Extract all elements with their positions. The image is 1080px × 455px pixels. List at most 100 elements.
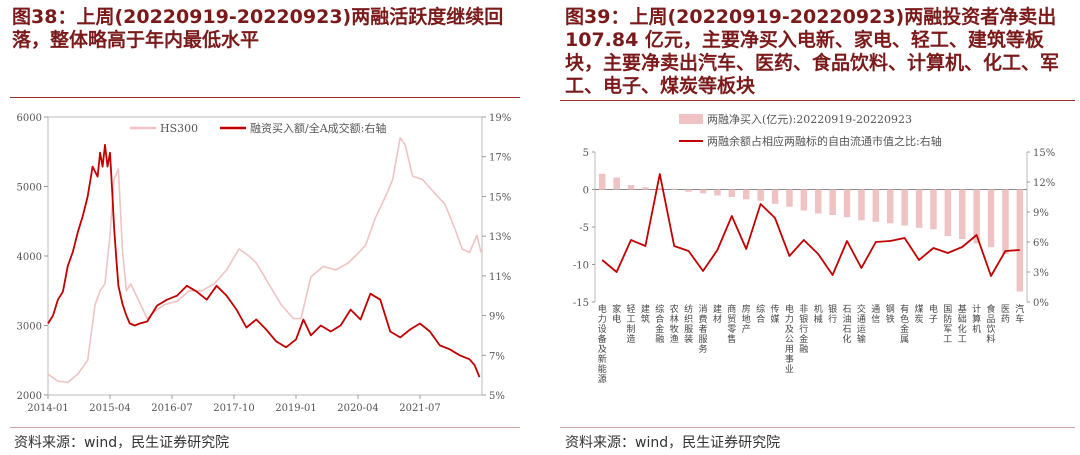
category-label-char: 电 xyxy=(612,313,621,325)
net-buy-bar xyxy=(743,189,750,200)
x-axis-tick-label: 2019-01 xyxy=(275,403,317,414)
category-label-char: 设 xyxy=(598,324,607,335)
net-buy-bar xyxy=(1002,189,1009,254)
net-buy-bar xyxy=(613,177,620,190)
category-label-char: 服 xyxy=(698,334,707,345)
right-chart-title: 图39：上周(20220919-20220923)两融投资者净卖出 107.84… xyxy=(565,6,1060,97)
category-label-char: 料 xyxy=(986,333,995,345)
category-label-char: 家 xyxy=(612,303,621,315)
right-source-divider xyxy=(560,427,1075,428)
left-line-chart: 6000 5000 4000 3000 2000 19% 17% 15% 13% 11% 9% 7% 5… xyxy=(17,113,512,414)
right-axis-tick-label: 6% xyxy=(1033,238,1049,249)
category-label: 机械 xyxy=(814,303,823,325)
category-label-char: 者 xyxy=(698,324,707,335)
plot-frame xyxy=(47,116,483,396)
category-label: 电子 xyxy=(929,303,938,325)
category-label-char: 油 xyxy=(842,313,851,325)
category-label-char: 机 xyxy=(814,303,823,315)
category-label-char: 化 xyxy=(842,333,851,345)
category-label: 钢铁 xyxy=(886,303,895,325)
legend-label-hs300: HS300 xyxy=(160,122,198,135)
category-label-char: 行 xyxy=(799,323,808,335)
net-buy-bar xyxy=(714,189,721,196)
right-axis-tick-label: 9% xyxy=(1033,208,1049,219)
category-label-char: 础 xyxy=(958,313,967,325)
left-axis-tick-label: 2000 xyxy=(17,391,42,402)
category-label-char: 建 xyxy=(713,303,722,315)
category-label-char: 合 xyxy=(655,313,664,325)
category-label-char: 钢 xyxy=(886,303,895,315)
category-label-char: 筑 xyxy=(641,313,650,325)
category-label-char: 汽 xyxy=(1015,303,1024,315)
category-label-char: 牧 xyxy=(670,323,679,335)
category-label-char: 商 xyxy=(727,303,736,315)
right-axis-tick-label: 15% xyxy=(1033,148,1055,159)
category-label-char: 算 xyxy=(972,313,981,325)
left-axis-tick-label: -10 xyxy=(573,261,589,272)
category-label: 家电 xyxy=(612,303,621,325)
net-buy-bar xyxy=(987,189,995,248)
category-label-char: 用 xyxy=(785,344,794,355)
category-label-char: 电 xyxy=(598,303,607,315)
category-label-char: 国 xyxy=(943,304,952,315)
category-label-char: 军 xyxy=(943,324,952,335)
category-label: 银行 xyxy=(828,303,837,325)
right-axis-tick-label: 5% xyxy=(489,391,505,402)
category-label-char: 融 xyxy=(655,334,664,345)
category-label-char: 饮 xyxy=(986,323,995,335)
category-label-char: 房 xyxy=(742,303,751,315)
category-label-char: 属 xyxy=(900,334,909,345)
category-label-char: 地 xyxy=(742,313,751,325)
category-label-char: 行 xyxy=(828,313,837,325)
category-label-char: 电 xyxy=(929,303,938,315)
category-label-char: 色 xyxy=(900,313,909,325)
right-axis-tick-label: 11% xyxy=(489,272,511,283)
net-buy-bar xyxy=(887,189,894,224)
right-axis-tick-label: 17% xyxy=(489,153,511,164)
left-chart-title: 图38：上周(20220919-20220923)两融活跃度继续回落，整体略高于… xyxy=(12,6,504,51)
category-label-char: 车 xyxy=(1015,313,1024,325)
x-axis-tick-label: 2015-04 xyxy=(89,403,131,414)
category-label-char: 及 xyxy=(598,344,607,355)
category-label-char: 械 xyxy=(814,313,823,325)
category-label-char: 售 xyxy=(727,333,736,345)
left-axis-tick-label: 3000 xyxy=(17,322,42,333)
legend-label-margin-ratio: 融资买入额/全A成交额:右轴 xyxy=(250,121,386,135)
net-buy-bar xyxy=(757,189,764,201)
category-label-char: 轻 xyxy=(626,303,635,315)
category-label-char: 煤 xyxy=(914,303,923,315)
left-axis-tick-label: 5 xyxy=(583,148,589,159)
net-buy-bar xyxy=(915,189,923,228)
net-buy-bar xyxy=(944,189,952,236)
x-axis-tick-label: 2016-07 xyxy=(151,403,193,414)
left-axis-tick-label: -15 xyxy=(573,298,589,309)
category-label-char: 农 xyxy=(670,303,679,315)
category-label: 医药 xyxy=(1001,304,1010,325)
category-label-char: 通 xyxy=(871,304,880,315)
net-buy-bar xyxy=(959,189,966,239)
net-buy-bar xyxy=(786,189,793,207)
net-buy-bar xyxy=(815,189,822,214)
net-buy-bar xyxy=(599,173,606,190)
category-label-char: 织 xyxy=(684,313,693,325)
category-label-char: 通 xyxy=(857,314,866,325)
category-label-char: 制 xyxy=(626,323,635,335)
category-label-char: 备 xyxy=(598,333,607,345)
right-bar-line-chart: 两融净买入(亿元):20220919-20220923 两融余额占相应两融标的自由… xyxy=(573,112,1055,385)
net-buy-bar xyxy=(800,189,808,211)
category-label-char: 综 xyxy=(655,303,664,315)
category-label-char: 纺 xyxy=(684,303,693,315)
net-buy-bar xyxy=(627,185,635,190)
category-label-char: 输 xyxy=(857,333,866,345)
right-axis-tick-label: 9% xyxy=(489,312,505,323)
category-label-char: 材 xyxy=(713,313,722,325)
category-label-char: 计 xyxy=(972,303,981,315)
category-label-char: 品 xyxy=(986,314,995,325)
category-label-char: 新 xyxy=(598,353,607,365)
net-buy-bar xyxy=(829,189,836,215)
category-label-char: 医 xyxy=(1001,304,1010,315)
